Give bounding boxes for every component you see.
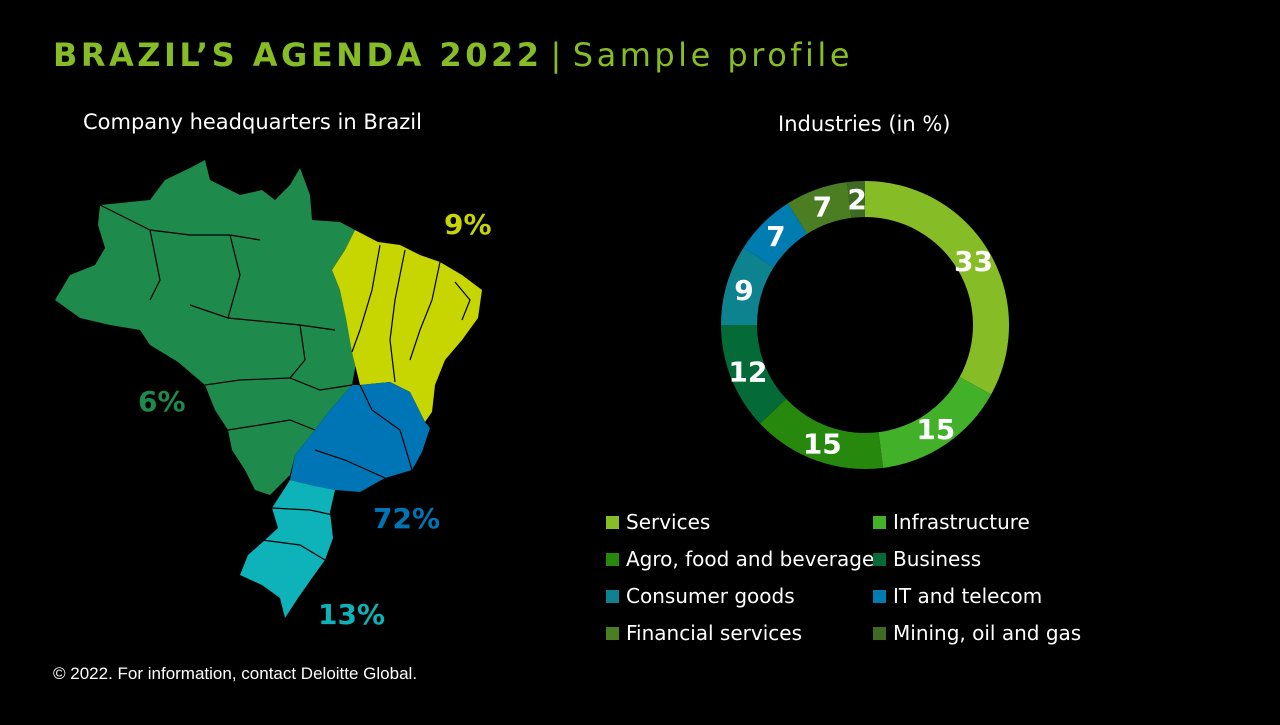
donut-slice-consumer-goods [721,247,774,325]
donut-data-label: 15 [916,413,955,446]
legend-label: Business [893,547,982,571]
donut-data-label: 33 [954,245,993,278]
legend-item: Mining, oil and gas [873,621,1081,645]
map-region-southeast [290,382,430,492]
legend-swatch [606,515,619,529]
legend-item: Agro, food and beverage [606,547,874,571]
legend-swatch [873,589,886,603]
region-label-13: 13% [318,598,386,631]
title-main: BRAZIL’S AGENDA 2022 [53,36,543,74]
legend-label: Agro, food and beverage [626,547,875,571]
donut-data-label: 7 [813,190,832,223]
donut-slice-services [865,181,1009,395]
legend-item: Financial services [606,621,802,645]
brazil-map-svg [55,160,482,618]
map-region-north-centrewest [55,160,358,495]
donut-data-label: 2 [847,183,866,216]
legend-label: Services [626,510,711,534]
state-borders [99,204,471,561]
title-subtitle: Sample profile [572,36,853,74]
donut-title: Industries (in %) [778,112,951,136]
legend-label: IT and telecom [893,584,1043,608]
region-label-72: 72% [373,502,441,535]
donut-slice-business [721,325,787,424]
brazil-map: 6% 9% 72% 13% [0,0,640,720]
legend-item: IT and telecom [873,584,1042,608]
legend-swatch [606,626,619,640]
footer-copyright: © 2022. For information, contact Deloitt… [53,664,418,683]
donut-data-label: 9 [734,274,753,307]
donut-slice-mining-oil-and-gas [846,181,865,218]
legend-swatch [873,515,886,529]
donut-data-label: 15 [803,428,842,461]
donut-data-label: 12 [728,355,767,388]
legend-label: Mining, oil and gas [893,621,1082,645]
donut-slice-financial-services [787,182,852,234]
legend-label: Financial services [626,621,802,645]
donut-slice-it-and-telecom [743,203,808,268]
legend-item: Consumer goods [606,584,795,608]
map-region-northeast [332,230,482,422]
region-label-9: 9% [444,208,492,241]
legend-swatch [873,626,886,640]
donut-data-label: 7 [766,220,785,253]
legend-label: Consumer goods [626,584,795,608]
slide-title: BRAZIL’S AGENDA 2022 | Sample profile [53,36,853,74]
legend-item: Business [873,547,981,571]
map-region-south [240,480,335,618]
legend-swatch [873,552,886,566]
donut-slice-infrastructure [878,377,992,468]
legend-label: Infrastructure [893,510,1030,534]
donut-slice-agro-food-and-beverage [760,398,884,469]
legend-swatch [606,552,619,566]
title-separator: | [550,36,565,74]
legend-item: Services [606,510,710,534]
region-label-6: 6% [138,385,186,418]
map-heading: Company headquarters in Brazil [83,110,422,134]
legend-swatch [606,589,619,603]
legend-item: Infrastructure [873,510,1030,534]
